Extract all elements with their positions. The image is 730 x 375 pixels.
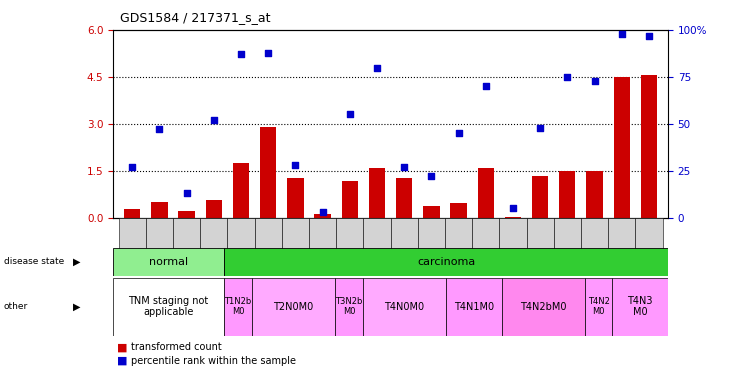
Bar [396, 177, 412, 218]
FancyBboxPatch shape [391, 217, 418, 261]
FancyBboxPatch shape [118, 217, 146, 261]
FancyBboxPatch shape [554, 217, 581, 261]
Text: T4N1M0: T4N1M0 [454, 302, 493, 312]
Bar [260, 127, 277, 218]
FancyBboxPatch shape [173, 217, 200, 261]
FancyBboxPatch shape [224, 248, 668, 276]
Text: T4N3
M0: T4N3 M0 [628, 296, 653, 317]
FancyBboxPatch shape [113, 248, 224, 276]
FancyBboxPatch shape [526, 217, 554, 261]
Text: ■: ■ [117, 342, 127, 352]
FancyBboxPatch shape [445, 217, 472, 261]
Point [126, 164, 138, 170]
FancyBboxPatch shape [608, 217, 635, 261]
FancyBboxPatch shape [499, 217, 526, 261]
Text: T1N2b
M0: T1N2b M0 [224, 297, 252, 316]
FancyBboxPatch shape [336, 217, 364, 261]
Text: T2N0M0: T2N0M0 [273, 302, 314, 312]
Text: ▶: ▶ [73, 302, 80, 312]
Bar [206, 200, 222, 217]
FancyBboxPatch shape [502, 278, 585, 336]
Bar [641, 75, 657, 217]
Bar [151, 202, 168, 217]
Point [453, 130, 464, 136]
Point [317, 209, 328, 215]
Point [153, 126, 165, 132]
FancyBboxPatch shape [200, 217, 227, 261]
Point [534, 124, 546, 130]
Point [480, 83, 491, 89]
FancyBboxPatch shape [224, 278, 252, 336]
FancyBboxPatch shape [335, 278, 363, 336]
FancyBboxPatch shape [309, 217, 336, 261]
Text: T4N0M0: T4N0M0 [385, 302, 424, 312]
FancyBboxPatch shape [252, 278, 335, 336]
Text: normal: normal [149, 256, 188, 267]
Point [507, 205, 519, 211]
Point [371, 64, 383, 70]
Bar [124, 209, 140, 218]
Point [426, 173, 437, 179]
FancyBboxPatch shape [472, 217, 499, 261]
FancyBboxPatch shape [581, 217, 608, 261]
Text: ■: ■ [117, 356, 127, 366]
Point [588, 78, 600, 84]
FancyBboxPatch shape [585, 278, 612, 336]
FancyBboxPatch shape [363, 278, 446, 336]
Point [181, 190, 193, 196]
Bar [559, 171, 575, 217]
Point [344, 111, 356, 117]
Point [399, 164, 410, 170]
Text: other: other [4, 302, 28, 311]
Bar [287, 177, 304, 218]
Text: TNM staging not
applicable: TNM staging not applicable [128, 296, 209, 317]
Point [290, 162, 301, 168]
Text: percentile rank within the sample: percentile rank within the sample [131, 356, 296, 366]
FancyBboxPatch shape [227, 217, 255, 261]
Bar [342, 181, 358, 218]
Text: T4N2
M0: T4N2 M0 [588, 297, 610, 316]
Bar [586, 171, 603, 217]
FancyBboxPatch shape [446, 278, 502, 336]
FancyBboxPatch shape [635, 217, 663, 261]
Text: carcinoma: carcinoma [417, 256, 475, 267]
Text: disease state: disease state [4, 257, 64, 266]
Point [643, 33, 655, 39]
Text: T4N2bM0: T4N2bM0 [520, 302, 566, 312]
FancyBboxPatch shape [364, 217, 391, 261]
FancyBboxPatch shape [146, 217, 173, 261]
Bar [315, 214, 331, 217]
Point [235, 51, 247, 57]
FancyBboxPatch shape [282, 217, 309, 261]
FancyBboxPatch shape [418, 217, 445, 261]
FancyBboxPatch shape [113, 278, 224, 336]
FancyBboxPatch shape [612, 278, 668, 336]
Point [616, 31, 628, 37]
FancyBboxPatch shape [255, 217, 282, 261]
Point [561, 74, 573, 80]
Text: ▶: ▶ [73, 256, 80, 267]
Bar [613, 77, 630, 218]
Bar [178, 211, 195, 218]
Point [208, 117, 220, 123]
Bar [423, 206, 439, 218]
Text: transformed count: transformed count [131, 342, 222, 352]
Point [262, 50, 274, 55]
Bar [477, 168, 494, 217]
Text: GDS1584 / 217371_s_at: GDS1584 / 217371_s_at [120, 11, 271, 24]
Bar [450, 202, 466, 217]
Bar [233, 163, 249, 218]
Bar [532, 176, 548, 218]
Text: T3N2b
M0: T3N2b M0 [335, 297, 363, 316]
Bar [369, 168, 385, 217]
